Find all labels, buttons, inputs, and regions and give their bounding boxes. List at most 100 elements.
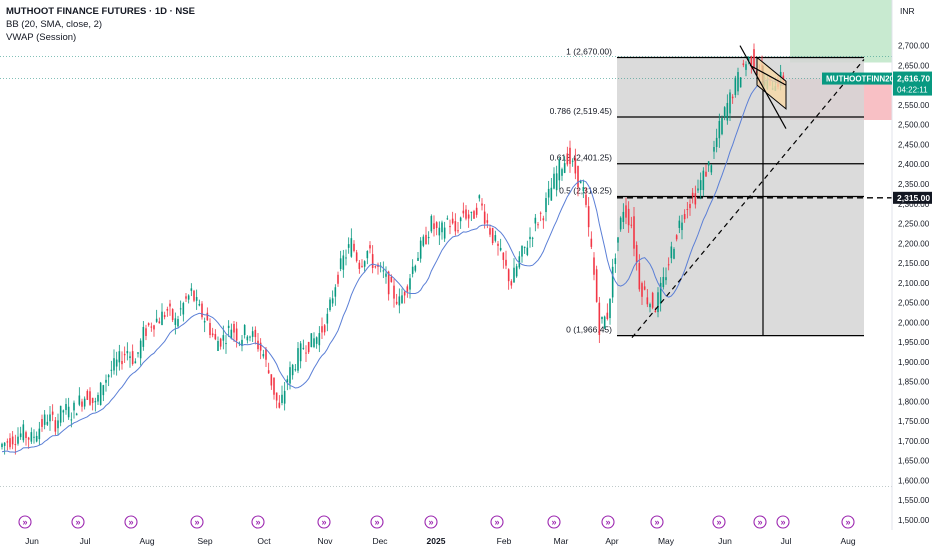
candle-body	[697, 188, 699, 191]
x-tick-label: Jun	[25, 536, 39, 546]
x-tick-label: Sep	[197, 536, 212, 546]
candle-body	[555, 173, 558, 191]
x-tick-label: May	[658, 536, 675, 546]
candle-body	[603, 316, 606, 329]
candle-body	[529, 236, 531, 240]
event-marker-icon	[601, 515, 615, 529]
candle-body	[105, 379, 107, 383]
candle-body	[86, 390, 89, 400]
candle-body	[585, 194, 587, 205]
candle-body	[35, 435, 38, 442]
event-marker-glyph: »	[194, 517, 199, 527]
symbol-title[interactable]: MUTHOOT FINANCE FUTURES · 1D · NSE	[6, 6, 195, 17]
candle-body	[734, 77, 737, 95]
candle-body	[70, 419, 73, 421]
candle-body	[265, 348, 267, 360]
candle-body	[601, 316, 603, 320]
candle-body	[214, 333, 217, 340]
bb-indicator-label[interactable]: BB (20, SMA, close, 2)	[6, 19, 103, 30]
candle-body	[323, 325, 326, 333]
candle-body	[489, 228, 491, 235]
y-tick-label: 2,100.00	[898, 279, 930, 288]
candle-body	[17, 436, 19, 444]
candle-body	[6, 441, 9, 443]
event-marker-glyph: »	[757, 517, 762, 527]
candle-body	[750, 56, 753, 65]
candle-body	[438, 227, 441, 236]
candle-body	[137, 352, 139, 354]
candle-body	[462, 210, 465, 214]
candle-body	[27, 437, 30, 440]
event-marker-icon	[547, 515, 561, 529]
candle-body	[427, 236, 430, 239]
x-tick-label: Jul	[80, 536, 91, 546]
candle-body	[465, 209, 467, 219]
candle-body	[539, 212, 542, 214]
fib-level-label: 0.618 (2,401.25)	[550, 153, 613, 163]
candle-body	[675, 235, 678, 240]
candle-body	[257, 340, 259, 350]
candle-body	[633, 216, 635, 249]
candle-body	[195, 297, 198, 301]
y-tick-label: 1,800.00	[898, 397, 930, 406]
candle-body	[11, 436, 14, 445]
candle-body	[155, 318, 158, 322]
candle-body	[406, 286, 409, 292]
event-marker-icon	[753, 515, 767, 529]
candle-body	[457, 230, 459, 232]
candle-body	[723, 107, 726, 118]
candle-body	[174, 318, 177, 325]
candle-body	[326, 313, 329, 324]
x-tick-label: Aug	[840, 536, 855, 546]
candle-body	[345, 257, 347, 259]
candle-body	[211, 333, 214, 336]
candle-body	[193, 290, 195, 301]
candle-body	[230, 329, 233, 339]
candle-body	[422, 236, 425, 246]
candle-body	[182, 303, 185, 315]
candle-body	[201, 303, 203, 318]
currency-label: INR	[900, 6, 915, 16]
candle-body	[321, 326, 323, 333]
y-tick-label: 2,300.00	[898, 200, 930, 209]
vwap-indicator-label[interactable]: VWAP (Session)	[6, 32, 77, 43]
candle-body	[491, 227, 494, 244]
y-tick-label: 1,500.00	[898, 516, 930, 525]
bb-middle-band	[1, 79, 784, 453]
candle-body	[355, 252, 358, 261]
candle-body	[89, 391, 91, 405]
candle-body	[395, 301, 398, 304]
candle-body	[246, 336, 249, 341]
y-tick-label: 1,900.00	[898, 358, 930, 367]
candle-body	[523, 246, 526, 248]
candle-body	[390, 276, 393, 283]
candle-body	[611, 266, 614, 298]
candle-body	[123, 353, 126, 356]
event-marker-glyph: »	[780, 517, 785, 527]
candle-body	[78, 395, 81, 405]
candle-body	[369, 245, 371, 249]
fib-level-label: 0.786 (2,519.45)	[550, 106, 613, 116]
candle-body	[227, 325, 230, 329]
x-tick-label: Aug	[139, 536, 154, 546]
candle-body	[737, 72, 739, 92]
candle-body	[275, 392, 278, 401]
candle-body	[702, 170, 705, 191]
candle-body	[121, 360, 123, 365]
candle-body	[430, 216, 433, 232]
candle-body	[241, 339, 243, 347]
candle-body	[270, 374, 273, 386]
x-tick-label: Apr	[605, 536, 618, 546]
candle-body	[566, 153, 569, 165]
x-tick-label: Mar	[554, 536, 569, 546]
y-tick-label: 2,500.00	[898, 121, 930, 130]
horizontal-line-badge-label: 2,315.00	[897, 193, 930, 203]
candle-body	[286, 379, 289, 383]
candle-body	[542, 218, 545, 221]
candle-body	[153, 325, 155, 330]
event-marker-icon	[71, 515, 85, 529]
candle-body	[574, 158, 577, 174]
candle-body	[411, 266, 414, 274]
